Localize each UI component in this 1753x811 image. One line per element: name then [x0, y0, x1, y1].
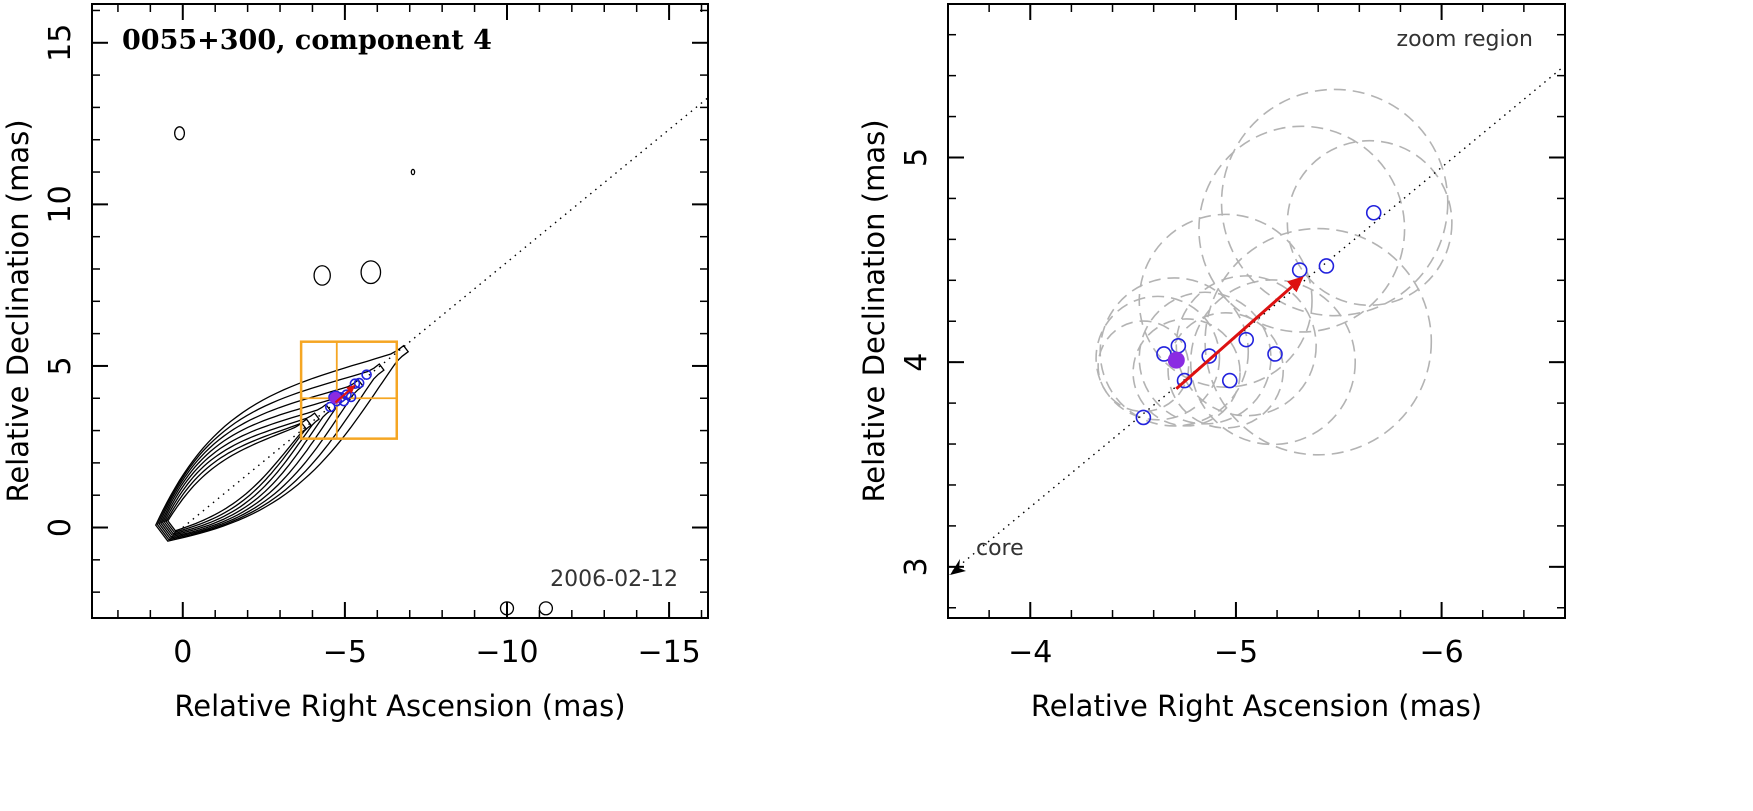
y-tick-label: 15 — [43, 24, 78, 62]
y-tick-label: 10 — [43, 185, 78, 223]
component-marker — [1170, 337, 1187, 354]
x-tick-label: −5 — [1214, 635, 1258, 670]
x-axis-title: Relative Right Ascension (mas) — [174, 689, 625, 723]
component-marker — [1267, 346, 1283, 362]
plot-frame — [91, 3, 709, 619]
component-marker — [1135, 409, 1152, 426]
component-positions — [1135, 204, 1382, 426]
y-tick-labels: 3 4 5 — [899, 148, 934, 576]
x-tick-labels: −4 −5 −6 — [1008, 635, 1464, 670]
contour-level — [165, 418, 312, 534]
x-tick-label: −5 — [323, 635, 367, 670]
component-marker — [1291, 262, 1308, 278]
y-tick-labels: 0 5 10 15 — [43, 24, 78, 537]
error-circle — [1189, 279, 1357, 446]
panel-title: zoom region — [1397, 27, 1533, 52]
error-circle — [1286, 139, 1453, 307]
vector-shaft — [1175, 285, 1293, 390]
error-circle — [1095, 295, 1221, 421]
vector-head — [1287, 276, 1304, 293]
y-tick-label: 0 — [43, 518, 78, 537]
x-tick-label: −15 — [637, 635, 700, 670]
contour-level — [156, 363, 385, 541]
plot-frame — [947, 3, 1566, 619]
error-circle — [1167, 311, 1285, 429]
vector-head — [346, 384, 356, 394]
error-circles — [1095, 88, 1453, 456]
motion-vector — [334, 384, 356, 404]
x-tick-labels: 0 −5 −10 −15 — [173, 635, 701, 670]
error-circle — [1097, 320, 1190, 413]
x-axis-title: Relative Right Ascension (mas) — [1031, 689, 1482, 723]
error-circle — [1132, 318, 1241, 427]
contour-map — [154, 126, 554, 616]
reference-marker — [1167, 351, 1185, 369]
error-circle — [1204, 227, 1433, 456]
component-marker — [1221, 372, 1238, 389]
y-axis-title: Relative Declination (mas) — [1, 119, 35, 502]
error-circle — [1138, 291, 1272, 425]
x-tick-label: −6 — [1419, 635, 1463, 670]
y-tick-label: 5 — [899, 148, 934, 167]
component-marker — [1201, 348, 1217, 364]
contour-level — [163, 412, 321, 535]
epoch-date: 2006-02-12 — [550, 567, 678, 592]
x-tick-label: −10 — [475, 635, 538, 670]
contour-feature — [313, 265, 331, 286]
component-marker — [1318, 258, 1335, 274]
y-tick-label: 3 — [899, 557, 934, 576]
component-marker — [353, 377, 365, 389]
y-tick-label: 4 — [899, 353, 934, 372]
x-tick-label: 0 — [173, 635, 192, 670]
motion-vector — [1175, 276, 1304, 390]
contour-level — [161, 403, 332, 536]
contour-level — [160, 392, 347, 538]
core-label: core — [976, 536, 1024, 561]
error-circle — [1099, 277, 1250, 427]
jet-path-line — [948, 64, 1565, 576]
component-marker — [1176, 372, 1193, 389]
contour-feature — [538, 601, 554, 616]
y-axis-title: Relative Declination (mas) — [857, 119, 891, 502]
path-line — [182, 97, 708, 529]
axis-ticks — [92, 4, 708, 618]
error-circle — [1175, 275, 1317, 417]
component-marker — [361, 369, 372, 380]
contour-level — [154, 344, 410, 542]
vector-shaft — [334, 389, 350, 404]
contour-level — [167, 421, 308, 532]
error-circle — [1198, 125, 1406, 333]
component-marker — [324, 401, 336, 413]
error-circle — [1220, 88, 1449, 317]
axis-ticks — [947, 4, 1565, 618]
jet-path-line — [182, 97, 708, 529]
right-panel: −4 −5 −6 3 4 5 zoom region core Relative Rig… — [857, 3, 1566, 723]
left-panel: 0 −5 −10 −15 0 5 10 15 0055+300, component 4 2… — [1, 3, 709, 723]
component-marker — [349, 378, 361, 390]
component-marker — [1238, 331, 1255, 348]
component-marker — [1365, 204, 1382, 221]
y-tick-label: 5 — [43, 356, 78, 375]
path-line — [948, 64, 1565, 576]
contour-feature — [360, 260, 382, 285]
panel-title: 0055+300, component 4 — [122, 25, 492, 56]
zoom-box-outline — [299, 340, 399, 440]
contour-feature — [410, 168, 416, 176]
contour-feature — [174, 126, 186, 141]
x-tick-label: −4 — [1008, 635, 1052, 670]
